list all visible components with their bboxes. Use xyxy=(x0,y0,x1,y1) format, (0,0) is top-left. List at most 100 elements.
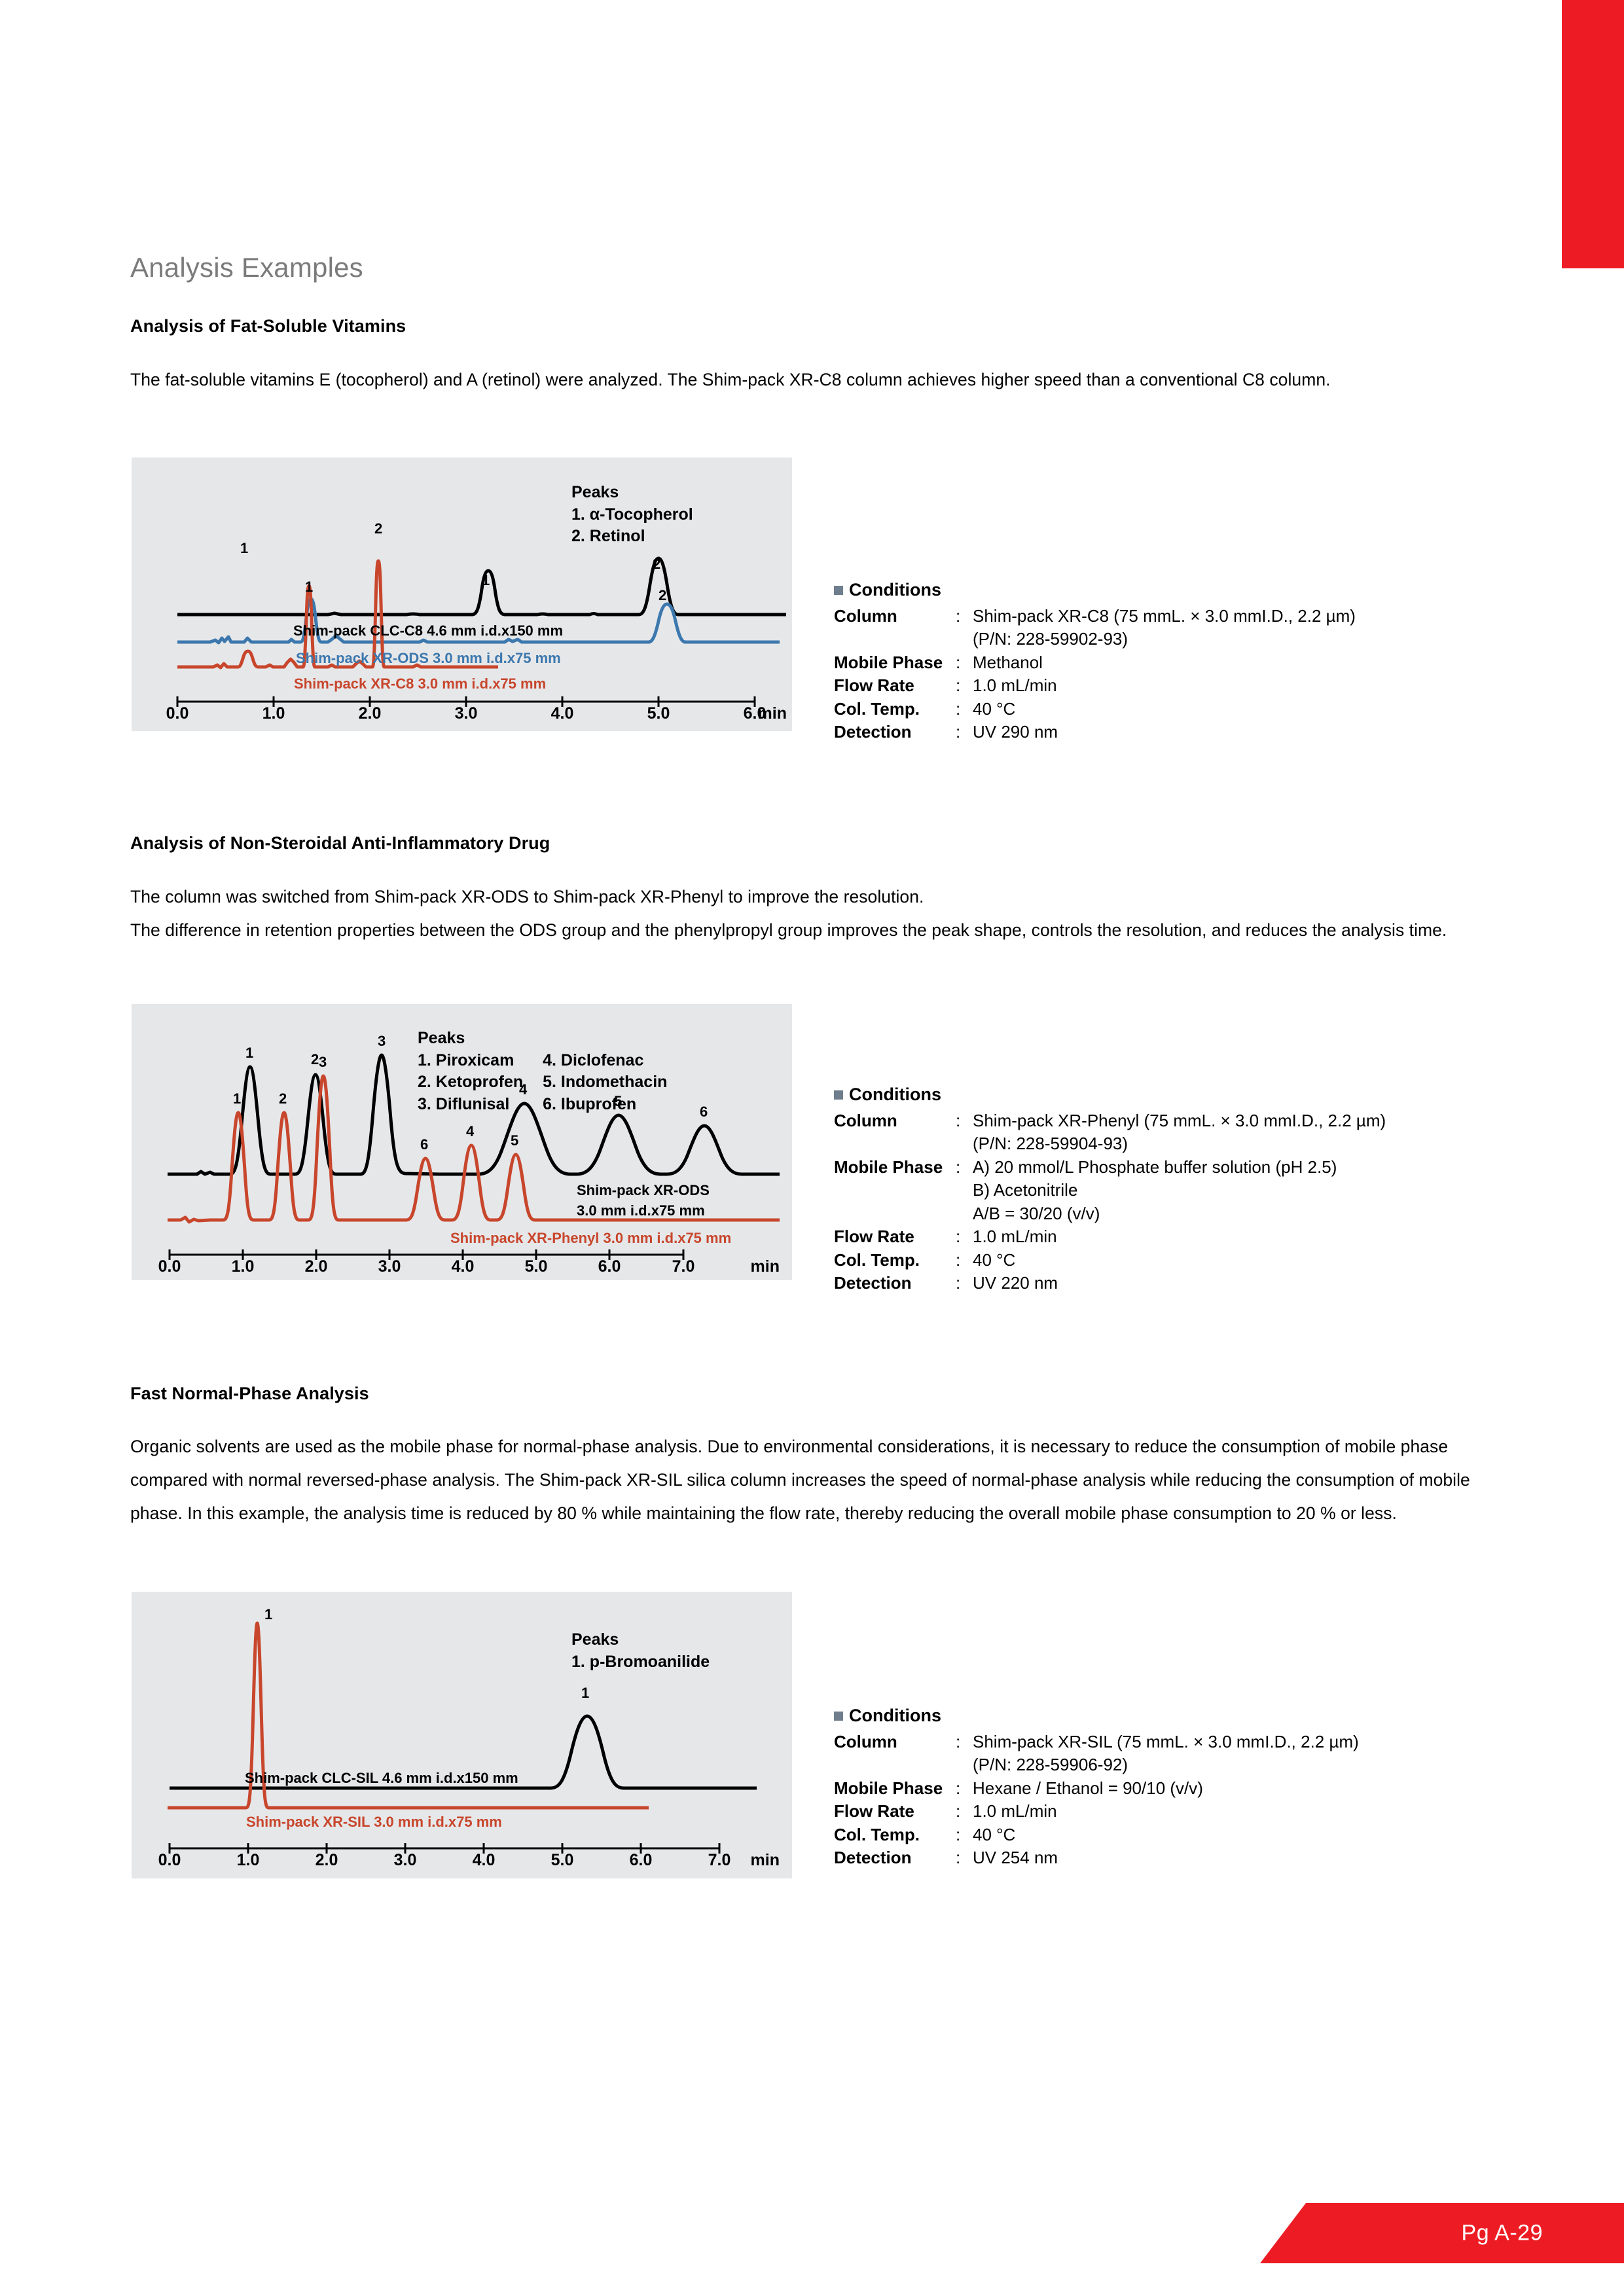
axis-line-1 xyxy=(176,696,756,707)
trace-clc-sil xyxy=(170,1714,757,1790)
x-tick: 6.0 xyxy=(629,1851,653,1869)
x-tick: 0.0 xyxy=(158,1851,181,1869)
trace-xr-ods-2 xyxy=(168,1053,780,1176)
x-tick: 7.0 xyxy=(708,1851,731,1869)
peak-label: 5 xyxy=(511,1132,519,1149)
peak-label: 2 xyxy=(659,587,667,603)
trace-xr-sil xyxy=(168,1621,649,1810)
peaks-legend-2: Peaks 1. Piroxicam 2. Ketoprofen 3. Difl… xyxy=(418,1028,667,1115)
bullet-square-icon xyxy=(834,1090,843,1100)
chromatogram-svg-3 xyxy=(168,1621,757,1810)
peaks-legend-item: 2. Retinol xyxy=(571,527,645,545)
peaks-legend-item: 6. Ibuprofen xyxy=(543,1094,637,1113)
x-tick: 7.0 xyxy=(672,1257,695,1276)
page-number-label: Pg A-29 xyxy=(1461,2220,1543,2246)
conditions-row: Column: Shim-pack XR-C8 (75 mmL. × 3.0 mm… xyxy=(834,605,1356,626)
trace-clc-c8 xyxy=(177,556,786,617)
x-axis-1: 0.0 1.0 2.0 3.0 4.0 5.0 6.0 min xyxy=(132,694,792,731)
conditions-row: (P/N: 228-59906-92) xyxy=(973,1755,1128,1774)
conditions-row: Detection: UV 220 nm xyxy=(834,1273,1058,1293)
peak-label: 3 xyxy=(319,1054,327,1070)
section-body-2: The column was switched from Shim-pack X… xyxy=(130,887,1447,940)
peaks-legend-item: 2. Ketoprofen xyxy=(418,1073,524,1091)
peaks-legend-title: Peaks xyxy=(571,483,619,501)
conditions-table-3: Column: Shim-pack XR-SIL (75 mmL. × 3.0 m… xyxy=(834,1731,1359,1870)
peak-label: 1 xyxy=(233,1090,242,1107)
conditions-row: Col. Temp.:40 °C xyxy=(834,1824,1016,1844)
conditions-row: Flow Rate:1.0 mL/min xyxy=(834,675,1057,695)
conditions-row: Detection: UV 290 nm xyxy=(834,722,1058,742)
section-body-1: The fat-soluble vitamins E (tocopherol) … xyxy=(130,370,1331,389)
conditions-row: Mobile Phase: Methanol xyxy=(834,652,1043,672)
peaks-legend-columns: 1. Piroxicam 2. Ketoprofen 3. Diflunisal… xyxy=(418,1050,667,1116)
peak-label: 6 xyxy=(420,1136,429,1153)
conditions-table-2: Column: Shim-pack XR-Phenyl (75 mmL. × 3.… xyxy=(834,1109,1386,1295)
peak-label: 4 xyxy=(466,1123,475,1139)
conditions-title-2: Conditions xyxy=(834,1083,1386,1107)
x-tick: 0.0 xyxy=(166,704,189,723)
peaks-legend-item: 4. Diclofenac xyxy=(543,1050,644,1069)
trace-xr-c8 xyxy=(177,559,498,670)
conditions-block-1: Conditions Column: Shim-pack XR-C8 (75 mm… xyxy=(834,579,1356,744)
section-heading-2: Analysis of Non-Steroidal Anti-Inflammat… xyxy=(130,833,550,853)
peaks-legend-item: 1. α-Tocopherol xyxy=(571,505,693,524)
peak-label: 2 xyxy=(374,520,383,537)
x-axis-3: 0.0 1.0 2.0 3.0 4.0 5.0 6.0 7.0 min xyxy=(132,1840,792,1878)
conditions-row: Column: Shim-pack XR-SIL (75 mmL. × 3.0 m… xyxy=(834,1731,1359,1751)
peak-label: 3 xyxy=(378,1033,386,1049)
conditions-row: Col. Temp.:40 °C xyxy=(834,698,1016,719)
chromatogram-svg-2 xyxy=(168,1053,780,1224)
x-tick: 2.0 xyxy=(304,1257,328,1276)
x-tick: 5.0 xyxy=(647,704,670,723)
x-axis-unit: min xyxy=(750,1257,780,1276)
peaks-legend-title: Peaks xyxy=(418,1029,465,1047)
conditions-row: B) Acetonitrile xyxy=(973,1180,1078,1200)
chromatogram-svg-1 xyxy=(177,556,786,670)
trace-xr-ods xyxy=(177,597,780,645)
peak-label: 1 xyxy=(482,572,490,588)
conditions-row: Mobile Phase: A) 20 mmol/L Phosphate buff… xyxy=(834,1157,1337,1177)
x-tick: 4.0 xyxy=(451,1257,475,1276)
peak-label: 2 xyxy=(279,1090,287,1107)
peaks-legend-col2: 4. Diclofenac 5. Indomethacin 6. Ibuprof… xyxy=(543,1050,667,1116)
conditions-row: Column: Shim-pack XR-Phenyl (75 mmL. × 3.… xyxy=(834,1110,1386,1130)
x-tick: 1.0 xyxy=(262,704,285,723)
bullet-square-icon xyxy=(834,1711,843,1721)
section-heading-3: Fast Normal-Phase Analysis xyxy=(130,1384,369,1403)
conditions-row: Flow Rate:1.0 mL/min xyxy=(834,1227,1057,1246)
x-tick: 2.0 xyxy=(315,1851,338,1869)
x-tick: 3.0 xyxy=(378,1257,401,1276)
conditions-row: A/B = 30/20 (v/v) xyxy=(973,1203,1100,1223)
conditions-title-1: Conditions xyxy=(834,579,1356,602)
conditions-row: Detection: UV 254 nm xyxy=(834,1848,1058,1867)
peak-label: 1 xyxy=(305,579,314,595)
x-tick: 3.0 xyxy=(393,1851,417,1869)
conditions-row: (P/N: 228-59904-93) xyxy=(973,1134,1128,1153)
trace-label-xr-ods: Shim-pack XR-ODS 3.0 mm i.d.x75 mm xyxy=(296,650,561,666)
trace-label-clc-sil: Shim-pack CLC-SIL 4.6 mm i.d.x150 mm xyxy=(245,1770,518,1786)
x-axis-unit: min xyxy=(750,1851,780,1869)
peak-label: 1 xyxy=(245,1045,254,1061)
trace-label-xr-ods-2: Shim-pack XR-ODS xyxy=(577,1182,710,1198)
peak-label: 6 xyxy=(700,1103,708,1120)
chromatogram-panel-1: 1 2 1 2 1 2 Peaks 1. α-Tocopherol 2. Ret… xyxy=(132,457,792,731)
conditions-table-1: Column: Shim-pack XR-C8 (75 mmL. × 3.0 mm… xyxy=(834,605,1356,744)
trace-label-xr-ods-2-line2: 3.0 mm i.d.x75 mm xyxy=(577,1202,705,1219)
axis-line-2 xyxy=(168,1249,685,1260)
bullet-square-icon xyxy=(834,585,843,595)
peak-label: 1 xyxy=(581,1685,590,1701)
x-tick: 0.0 xyxy=(158,1257,181,1276)
x-tick: 3.0 xyxy=(454,704,478,723)
conditions-block-3: Conditions Column: Shim-pack XR-SIL (75 m… xyxy=(834,1704,1359,1870)
x-tick: 2.0 xyxy=(358,704,382,723)
x-tick: 5.0 xyxy=(550,1851,574,1869)
section-heading-1: Analysis of Fat-Soluble Vitamins xyxy=(130,316,406,336)
conditions-row: Col. Temp.:40 °C xyxy=(834,1249,1016,1270)
trace-label-xr-c8: Shim-pack XR-C8 3.0 mm i.d.x75 mm xyxy=(294,675,547,692)
peaks-legend-col1: 1. Piroxicam 2. Ketoprofen 3. Diflunisal xyxy=(418,1050,523,1116)
conditions-row: (P/N: 228-59902-93) xyxy=(973,629,1128,649)
peak-label: 2 xyxy=(653,556,661,572)
conditions-row: Flow Rate:1.0 mL/min xyxy=(834,1801,1057,1821)
peaks-legend-1: Peaks 1. α-Tocopherol 2. Retinol xyxy=(571,482,693,548)
